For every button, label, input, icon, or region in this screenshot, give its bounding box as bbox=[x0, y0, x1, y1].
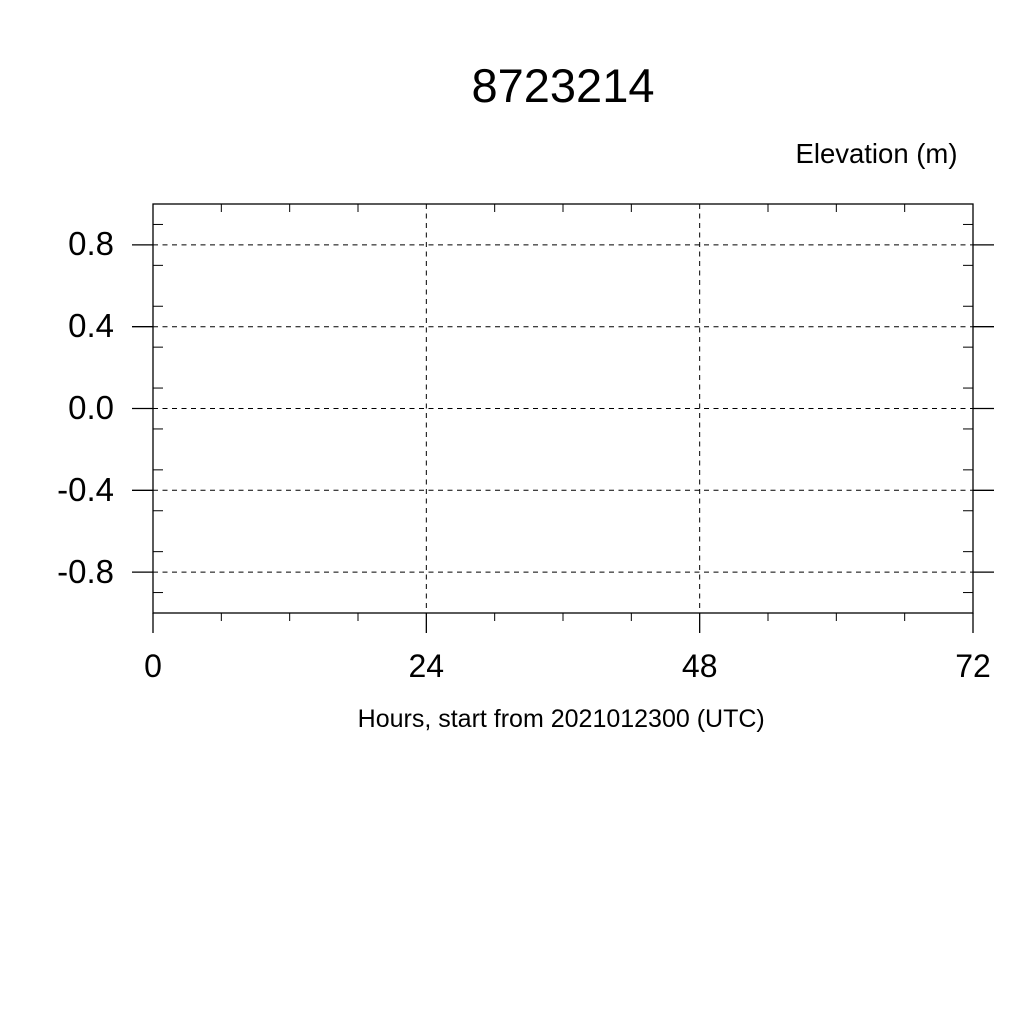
svg-text:0.8: 0.8 bbox=[68, 225, 114, 262]
svg-text:-0.8: -0.8 bbox=[57, 553, 114, 590]
svg-text:0.0: 0.0 bbox=[68, 389, 114, 426]
svg-text:72: 72 bbox=[955, 648, 991, 684]
svg-text:0.4: 0.4 bbox=[68, 307, 114, 344]
svg-text:24: 24 bbox=[409, 648, 445, 684]
svg-text:48: 48 bbox=[682, 648, 718, 684]
svg-text:Elevation (m): Elevation (m) bbox=[796, 138, 958, 169]
svg-text:0: 0 bbox=[144, 648, 162, 684]
svg-text:8723214: 8723214 bbox=[472, 59, 655, 112]
svg-text:-0.4: -0.4 bbox=[57, 471, 114, 508]
svg-text:Hours, start from 2021012300 (: Hours, start from 2021012300 (UTC) bbox=[358, 705, 765, 733]
